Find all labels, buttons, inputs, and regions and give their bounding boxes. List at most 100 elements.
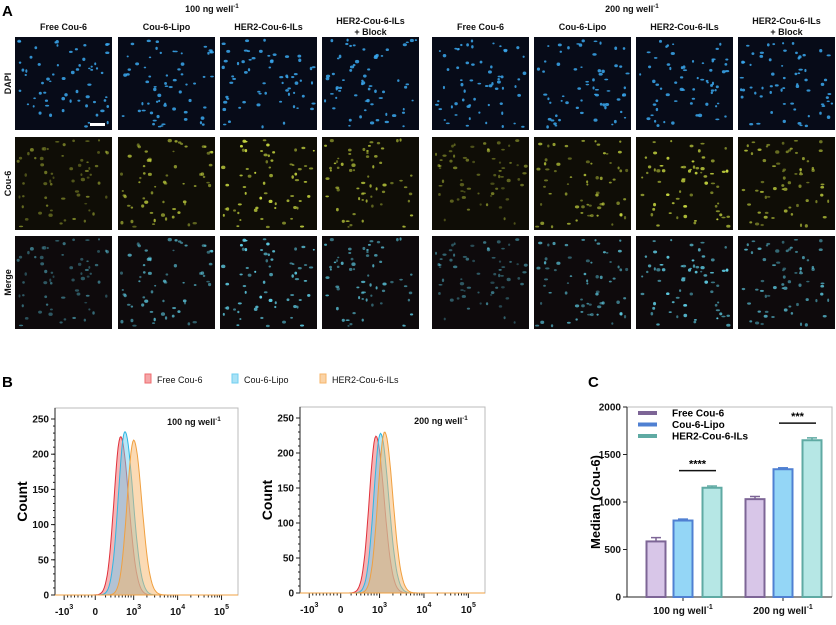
cell-nucleus [358, 197, 361, 201]
cell-nucleus [822, 315, 827, 318]
cell-nucleus [409, 38, 414, 43]
cell-nucleus [463, 89, 466, 93]
cell-nucleus [21, 205, 24, 209]
cell-nucleus [689, 102, 693, 105]
y-tick-label: 100 [32, 520, 49, 531]
cell-nucleus [379, 260, 383, 264]
cell-nucleus [282, 121, 286, 125]
cell-nucleus [402, 324, 406, 327]
cell-nucleus [142, 264, 146, 267]
column-label: HER2-Cou-6-ILs [650, 22, 719, 32]
cell-nucleus [293, 91, 296, 95]
cell-nucleus [715, 85, 719, 89]
cell-nucleus [367, 87, 371, 91]
cell-nucleus [268, 66, 272, 69]
cell-nucleus [173, 264, 178, 268]
cell-nucleus [453, 143, 456, 147]
cell-nucleus [788, 305, 792, 308]
cell-nucleus [466, 43, 469, 47]
cell-nucleus [513, 122, 516, 125]
column-label: + Block [354, 27, 387, 37]
cell-nucleus [71, 179, 75, 183]
cell-nucleus [193, 82, 197, 85]
cell-nucleus [163, 103, 167, 107]
cell-nucleus [272, 53, 277, 56]
cell-nucleus [399, 179, 403, 182]
cell-nucleus [64, 93, 68, 97]
cell-nucleus [348, 168, 353, 173]
cell-nucleus [477, 192, 480, 195]
cell-nucleus [236, 225, 240, 228]
cell-nucleus [804, 78, 808, 82]
cell-nucleus [375, 286, 378, 290]
cell-nucleus [757, 247, 762, 250]
cell-nucleus [18, 89, 22, 92]
cell-nucleus [237, 302, 242, 305]
cell-nucleus [83, 219, 87, 223]
cell-nucleus [72, 139, 75, 143]
cell-nucleus [689, 243, 694, 247]
cell-nucleus [154, 284, 157, 287]
cell-nucleus [819, 140, 823, 144]
cell-nucleus [759, 51, 764, 54]
cell-nucleus [137, 145, 141, 149]
cell-nucleus [62, 242, 66, 246]
cell-nucleus [349, 223, 353, 227]
cell-nucleus [82, 57, 86, 61]
micrograph [738, 236, 835, 329]
cell-nucleus [55, 239, 60, 242]
cell-nucleus [724, 147, 727, 150]
cell-nucleus [462, 255, 467, 258]
micrograph-background [534, 37, 631, 130]
cell-nucleus [711, 81, 715, 86]
cell-nucleus [783, 209, 788, 213]
cell-nucleus [806, 89, 811, 92]
cell-nucleus [771, 316, 775, 318]
cell-nucleus [345, 220, 350, 223]
cell-nucleus [97, 139, 101, 142]
cell-nucleus [517, 276, 521, 280]
cell-nucleus [586, 302, 590, 305]
cell-nucleus [374, 253, 378, 257]
column-label: HER2-Cou-6-ILs [752, 16, 821, 26]
cell-nucleus [442, 85, 445, 90]
cell-nucleus [385, 112, 388, 117]
cell-nucleus [596, 143, 601, 146]
cell-nucleus [601, 69, 605, 74]
cell-nucleus [141, 109, 146, 112]
cell-nucleus [548, 192, 552, 195]
cell-nucleus [173, 165, 178, 169]
cell-nucleus [94, 263, 99, 267]
cell-nucleus [268, 166, 272, 169]
micrograph-background [220, 137, 317, 230]
cell-nucleus [714, 303, 718, 307]
cell-nucleus [683, 313, 688, 318]
cell-nucleus [619, 65, 623, 68]
cell-nucleus [693, 220, 697, 222]
cell-nucleus [254, 171, 257, 174]
cell-nucleus [466, 187, 472, 190]
cell-nucleus [206, 250, 211, 254]
cell-nucleus [274, 206, 277, 210]
cell-nucleus [659, 263, 664, 266]
cell-nucleus [83, 318, 87, 322]
cell-nucleus [349, 65, 355, 69]
cell-nucleus [701, 255, 706, 258]
cell-nucleus [556, 162, 561, 166]
cell-nucleus [793, 139, 799, 142]
cell-nucleus [641, 176, 644, 179]
cell-nucleus [367, 175, 370, 178]
cell-nucleus [772, 43, 776, 46]
cell-nucleus [438, 108, 443, 111]
cell-nucleus [298, 200, 302, 202]
cell-nucleus [689, 292, 694, 296]
cell-nucleus [544, 158, 548, 162]
cell-nucleus [501, 148, 505, 151]
cell-nucleus [407, 298, 411, 302]
cell-nucleus [266, 143, 270, 147]
cell-nucleus [652, 79, 656, 84]
cell-nucleus [38, 310, 43, 314]
cell-nucleus [269, 173, 273, 178]
cell-nucleus [296, 206, 299, 210]
x-tick-label: 103 [372, 602, 387, 616]
